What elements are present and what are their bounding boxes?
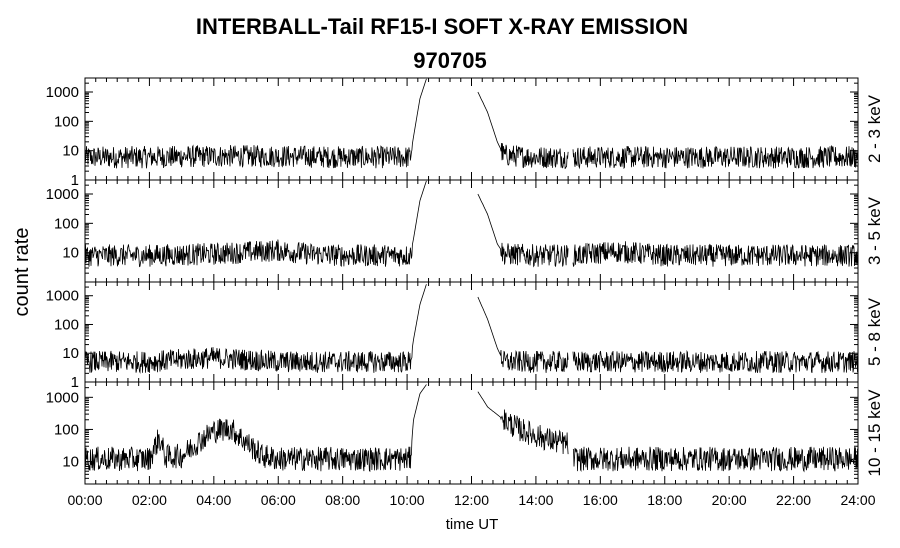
y-tick-label: 100 [54, 113, 79, 130]
x-axis-label: time UT [446, 516, 499, 533]
x-tick-label: 06:00 [261, 492, 296, 508]
panel-frame [84, 77, 859, 181]
series-name: 2 - 3 keV [865, 94, 884, 163]
panel-2: 10 100 1000 3 - 5 keV [46, 179, 884, 283]
y-tick-label: 10 [62, 454, 79, 471]
x-tick-label: 18:00 [647, 492, 682, 508]
y-tick-label: 100 [54, 421, 79, 438]
series-line [85, 78, 858, 170]
panel-1: 1 10 100 1000 2 - 3 keV [46, 77, 884, 189]
series-name: 10 - 15 keV [865, 389, 884, 477]
y-tick-label: 10 [62, 345, 79, 362]
x-tick-label: 22:00 [776, 492, 811, 508]
x-tick-label: 12:00 [454, 492, 489, 508]
x-tick-label: 00:00 [67, 492, 102, 508]
x-tick-label: 20:00 [712, 492, 747, 508]
series-line [85, 180, 858, 268]
y-tick-label: 100 [54, 215, 79, 232]
chart-subtitle: 970705 [413, 48, 486, 73]
x-tick-label: 14:00 [518, 492, 553, 508]
y-axis-label: count rate [11, 228, 33, 317]
panel-frame [84, 281, 859, 383]
series-name: 3 - 5 keV [865, 196, 884, 265]
y-tick-label: 100 [54, 316, 79, 333]
x-tick-label: 10:00 [390, 492, 425, 508]
x-tick-label: 02:00 [132, 492, 167, 508]
y-tick-label: 1000 [46, 288, 79, 305]
series-line [85, 384, 858, 473]
x-tick-label: 24:00 [840, 492, 875, 508]
y-tick-label: 1000 [46, 186, 79, 203]
y-tick-label: 1000 [46, 389, 79, 406]
panel-frame [84, 381, 859, 485]
panel-frame [84, 179, 859, 283]
y-tick-label: 1000 [46, 84, 79, 101]
x-tick-label: 08:00 [325, 492, 360, 508]
series-name: 5 - 8 keV [865, 297, 884, 366]
panel-4: 10 100 1000 10 - 15 keV [46, 381, 884, 485]
x-tick-label: 16:00 [583, 492, 618, 508]
chart-title: INTERBALL-Tail RF15-I SOFT X-RAY EMISSIO… [196, 14, 688, 39]
x-tick-labels: 00:00 02:00 04:00 06:00 08:00 10:00 12:00 14:00… [67, 492, 875, 508]
y-tick-label: 10 [62, 245, 79, 262]
panel-3: 1 10 100 1000 5 - 8 keV [46, 281, 884, 391]
y-tick-label: 1 [71, 172, 79, 189]
y-tick-label: 1 [71, 374, 79, 391]
series-line [85, 284, 858, 374]
x-tick-label: 04:00 [196, 492, 231, 508]
y-tick-label: 10 [62, 143, 79, 160]
